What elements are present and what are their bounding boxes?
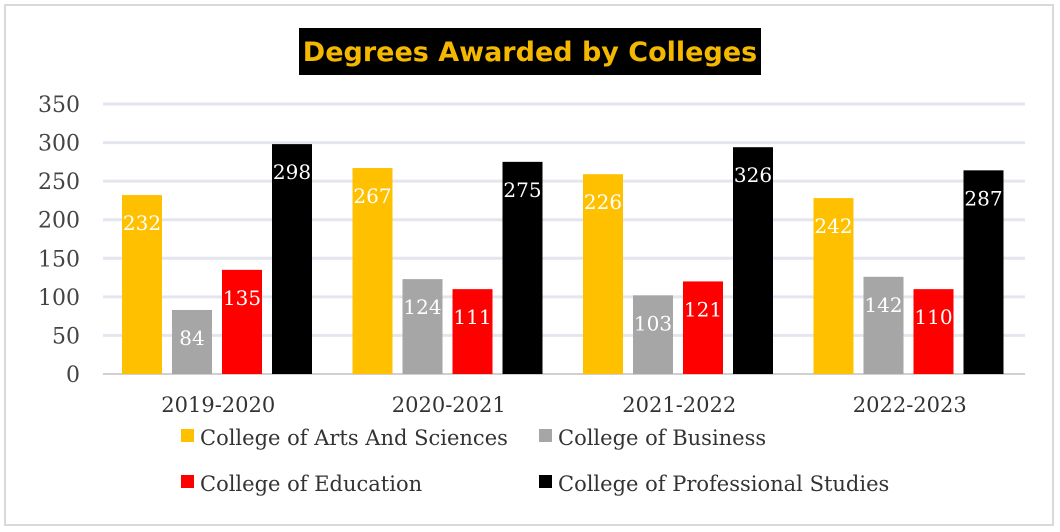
data-label: 135 [223, 286, 261, 310]
legend-label: College of Professional Studies [558, 472, 889, 496]
data-label: 242 [814, 214, 852, 238]
data-label: 226 [584, 190, 622, 214]
y-tick-label: 0 [66, 363, 80, 388]
data-label: 267 [353, 184, 391, 208]
bar [913, 289, 954, 374]
data-label: 326 [734, 163, 772, 187]
x-category-label: 2019-2020 [161, 393, 275, 417]
legend-label: College of Business [558, 426, 766, 450]
data-label: 111 [453, 305, 491, 329]
data-label: 232 [123, 211, 161, 235]
bar [352, 168, 393, 374]
data-label: 124 [403, 295, 441, 319]
chart-title-background [299, 28, 761, 75]
y-tick-label: 200 [38, 209, 80, 234]
y-tick-label: 150 [38, 247, 80, 272]
bar [222, 269, 262, 374]
bar [502, 161, 543, 374]
bar [402, 279, 443, 374]
legend-label: College of Arts And Sciences [200, 426, 508, 450]
legend-label: College of Education [200, 472, 422, 496]
y-tick-label: 300 [38, 132, 80, 157]
data-label: 103 [634, 311, 672, 335]
legend-swatch [181, 475, 194, 488]
chart-title: Degrees Awarded by Colleges [303, 37, 757, 68]
data-label: 287 [964, 186, 1002, 210]
y-tick-label: 350 [38, 93, 80, 118]
bar [272, 144, 312, 374]
data-label: 84 [179, 326, 204, 350]
bar [583, 174, 623, 374]
data-label: 275 [503, 178, 541, 202]
bar [963, 170, 1004, 374]
data-label: 121 [684, 297, 722, 321]
legend-swatch [539, 475, 552, 488]
y-tick-label: 100 [38, 286, 80, 311]
bar [452, 289, 493, 374]
data-label: 298 [273, 160, 311, 184]
bar [683, 281, 723, 374]
y-tick-label: 250 [38, 170, 80, 195]
x-category-label: 2020-2021 [392, 393, 506, 417]
bar [863, 276, 904, 374]
data-label: 142 [864, 293, 902, 317]
y-tick-label: 50 [52, 324, 80, 349]
legend-swatch [539, 429, 552, 442]
legend-swatch [181, 429, 194, 442]
x-category-label: 2021-2022 [622, 393, 736, 417]
bar [633, 295, 673, 374]
data-label: 110 [914, 305, 952, 329]
bar [122, 195, 162, 374]
bar [172, 309, 212, 374]
x-category-label: 2022-2023 [853, 393, 967, 417]
bar [733, 147, 773, 374]
bar [813, 198, 854, 374]
